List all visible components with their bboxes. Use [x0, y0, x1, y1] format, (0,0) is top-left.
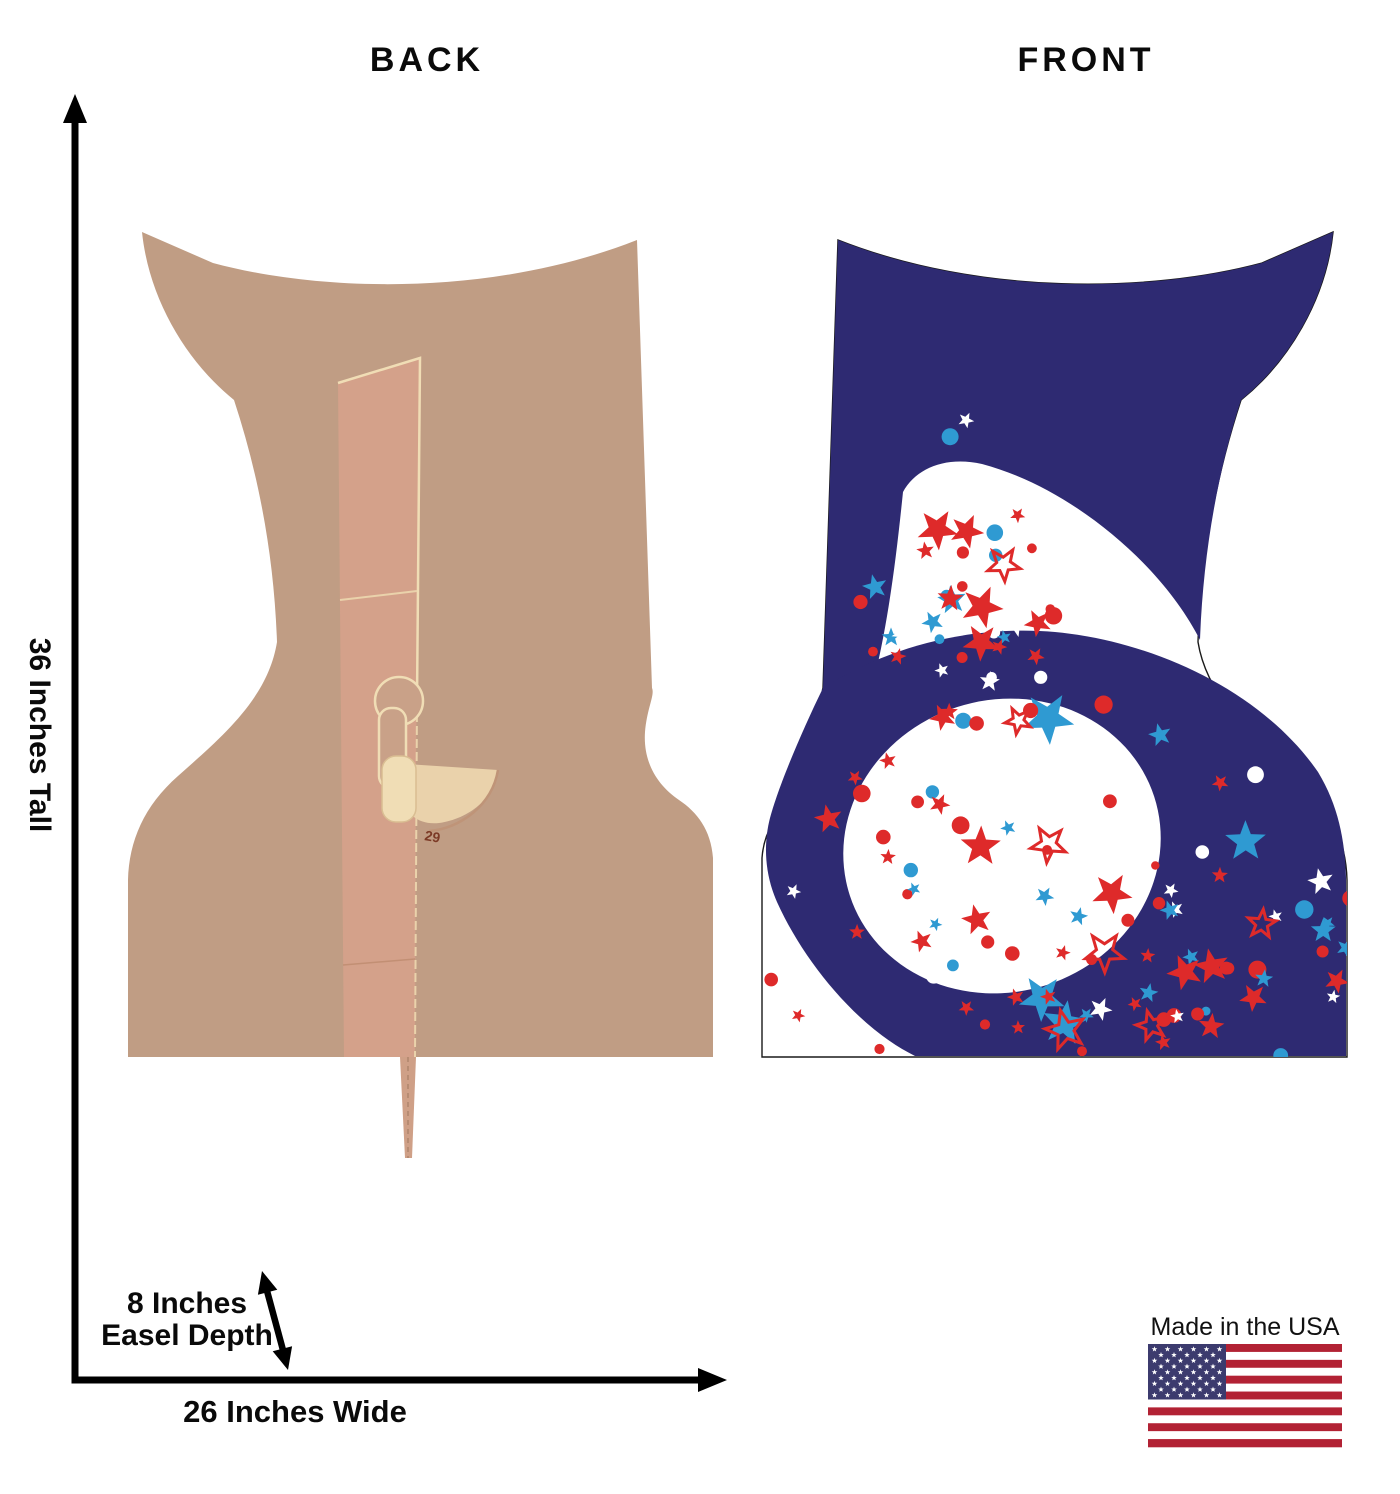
easel-depth-label-line1: 8 Inches: [127, 1287, 247, 1320]
easel-strip-edge-highlight: [337, 356, 422, 701]
height-arrow-head: [63, 94, 87, 123]
easel-support: 29: [337, 356, 500, 1158]
easel-crease-lower: [342, 958, 416, 966]
width-dimension-label: 26 Inches Wide: [183, 1394, 407, 1429]
height-dimension-label: 36 Inches Tall: [23, 638, 56, 833]
easel-tongue: [381, 755, 417, 823]
easel-depth-label-line2: Easel Depth: [101, 1319, 273, 1352]
easel-shelf-tab: [404, 764, 498, 824]
easel-depth-arrow-head-bottom: [272, 1346, 293, 1370]
numeral-5-flag-stroke: [823, 232, 1333, 688]
width-arrow-shaft: [71, 1376, 700, 1384]
flag-stars: [1151, 1346, 1223, 1398]
front-view-label: FRONT: [1017, 41, 1154, 79]
flag-stripes: [1148, 1344, 1342, 1448]
back-view-label: BACK: [370, 41, 484, 79]
easel-strip-perforation: [414, 699, 418, 1058]
dimension-arrows: [63, 94, 727, 1392]
easel-strip-tail: [400, 1057, 416, 1158]
easel-shelf-underside: [428, 769, 500, 833]
front-view-standee: [761, 231, 1348, 1058]
easel-crease-upper: [339, 590, 418, 601]
usa-flag: [1148, 1344, 1342, 1448]
back-view-silhouette: 29: [128, 232, 713, 1158]
easel-depth-arrow-head-top: [257, 1271, 278, 1295]
made-in-usa-label: Made in the USA: [1151, 1313, 1340, 1341]
star-confetti: [764, 412, 1347, 1057]
easel-depth-arrow-shaft: [263, 1288, 287, 1353]
easel-part-number: 29: [423, 827, 441, 845]
width-arrow-head: [698, 1368, 727, 1392]
back-cardboard-cut-shape: [128, 232, 713, 1057]
height-arrow-shaft: [71, 118, 79, 1384]
